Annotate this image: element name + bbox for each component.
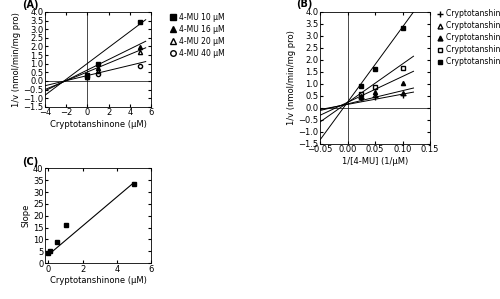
X-axis label: Cryptotanshinone (μM): Cryptotanshinone (μM) [50, 276, 146, 285]
Text: (A): (A) [22, 0, 38, 10]
X-axis label: 1/[4-MU] (1/μM): 1/[4-MU] (1/μM) [342, 157, 408, 166]
Text: (C): (C) [22, 157, 38, 167]
Text: (B): (B) [296, 0, 312, 9]
Y-axis label: 1/v (nmol/min/mg pro): 1/v (nmol/min/mg pro) [286, 30, 296, 125]
Legend: Cryptotanshinone 0 μM, Cryptotanshinone 0.1 μM, Cryptotanshinone 0.5 μM, Cryptot: Cryptotanshinone 0 μM, Cryptotanshinone … [436, 9, 500, 66]
Y-axis label: Slope: Slope [21, 204, 30, 228]
X-axis label: Cryptotanshinone (μM): Cryptotanshinone (μM) [50, 120, 146, 129]
Y-axis label: 1/v (nmol/min/mg pro): 1/v (nmol/min/mg pro) [12, 12, 20, 107]
Legend: 4-MU 10 μM, 4-MU 16 μM, 4-MU 20 μM, 4-MU 40 μM: 4-MU 10 μM, 4-MU 16 μM, 4-MU 20 μM, 4-MU… [169, 13, 224, 58]
